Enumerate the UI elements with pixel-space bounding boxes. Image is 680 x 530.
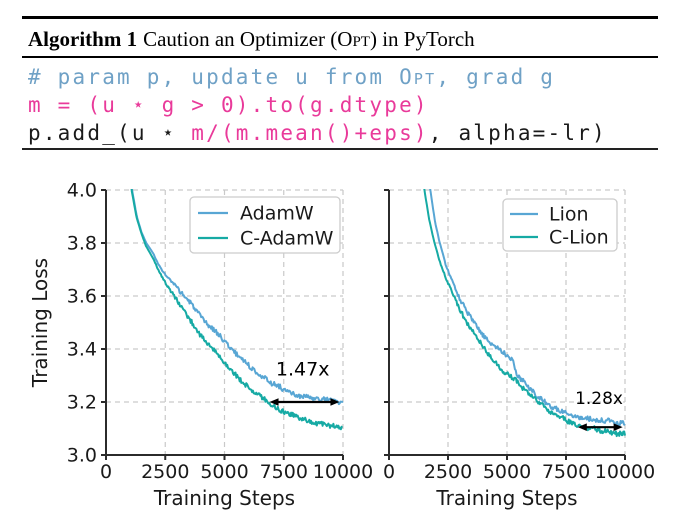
arrowhead-left-icon	[269, 398, 279, 406]
plot-adamw: 1.47x 0 2500 5000 7500 10000 3.0 3.2 3.4 3.6 3.8 4.…	[28, 180, 373, 511]
x-axis-label: Training Steps	[435, 486, 577, 510]
speedup-annotation: 1.28x	[575, 389, 623, 431]
code-segment: # param p, update u from	[28, 65, 400, 89]
code-line: # param p, update u from Opt, grad g	[28, 63, 607, 91]
speedup-label: 1.47x	[276, 359, 330, 381]
x-tick-label: 2500	[141, 461, 189, 483]
legend-entry: Lion	[510, 204, 589, 226]
y-tick-label: 3.6	[67, 286, 97, 308]
code-line: p.add_(u ⋆ m/(m.mean()+eps), alpha=-lr)	[28, 119, 607, 147]
legend: AdamW C-AdamW	[189, 196, 341, 254]
code-segment: , alpha=-lr)	[428, 121, 607, 145]
x-tick-label: 7500	[260, 461, 308, 483]
y-tick-label: 4.0	[67, 180, 97, 202]
plot-lion: 1.28x 0 2500 5000 7500 10000 Training Steps Lio…	[383, 189, 655, 510]
algorithm-title: Algorithm 1 Caution an Optimizer (Opt) in…	[28, 27, 475, 52]
arrowhead-left-icon	[577, 423, 587, 431]
legend-entry: AdamW	[198, 203, 314, 225]
y-tick-label: 3.0	[67, 445, 97, 467]
legend-label: AdamW	[240, 203, 314, 225]
speedup-label: 1.28x	[575, 389, 623, 409]
series-line-c-lion	[423, 189, 626, 438]
x-tick-label: 2500	[424, 461, 472, 483]
x-tick-label: 0	[100, 461, 112, 483]
algorithm-mid-rule	[22, 56, 658, 58]
series-line-adamw	[131, 189, 344, 406]
algorithm-label: Algorithm 1	[28, 27, 138, 51]
code-segment: , grad g	[436, 65, 556, 89]
legend-label: C-AdamW	[240, 228, 334, 250]
x-tick-label: 5000	[483, 461, 531, 483]
algorithm-top-rule	[22, 16, 658, 19]
speedup-annotation: 1.47x	[269, 359, 340, 406]
arrowhead-right-icon	[330, 398, 340, 406]
y-axis-label: Training Loss	[28, 258, 52, 388]
x-tick-label: 7500	[542, 461, 590, 483]
code-segment: p.add_(u ⋆	[28, 121, 192, 145]
algorithm-title-smallcaps: Opt	[337, 27, 370, 51]
y-tick-label: 3.2	[67, 392, 97, 414]
y-tick-label: 3.4	[67, 339, 97, 361]
x-tick-label: 10000	[595, 461, 655, 483]
series-line-lion	[429, 189, 626, 427]
x-tick-label: 5000	[200, 461, 248, 483]
algorithm-title-pre: Caution an Optimizer (	[143, 27, 338, 51]
code-segment: m = (u ⋆ g > 0).to(g.dtype)	[28, 93, 429, 117]
series-line-c-adamw	[130, 189, 343, 431]
x-axis-label: Training Steps	[153, 486, 295, 510]
legend-label: Lion	[549, 204, 589, 226]
legend-entry: C-Lion	[510, 227, 609, 249]
x-tick-label: 10000	[313, 461, 373, 483]
legend-label: C-Lion	[549, 227, 609, 249]
algorithm-title-post: ) in PyTorch	[369, 27, 475, 51]
arrowhead-right-icon	[613, 423, 623, 431]
y-tick-label: 3.8	[67, 233, 97, 255]
code-line: m = (u ⋆ g > 0).to(g.dtype)	[28, 91, 607, 119]
legend-entry: C-AdamW	[198, 228, 334, 250]
algorithm-bottom-rule	[22, 148, 658, 150]
code-segment: Opt	[399, 65, 437, 89]
code-segment: m/(m.mean()+eps)	[191, 121, 429, 145]
x-tick-label: 0	[383, 461, 395, 483]
